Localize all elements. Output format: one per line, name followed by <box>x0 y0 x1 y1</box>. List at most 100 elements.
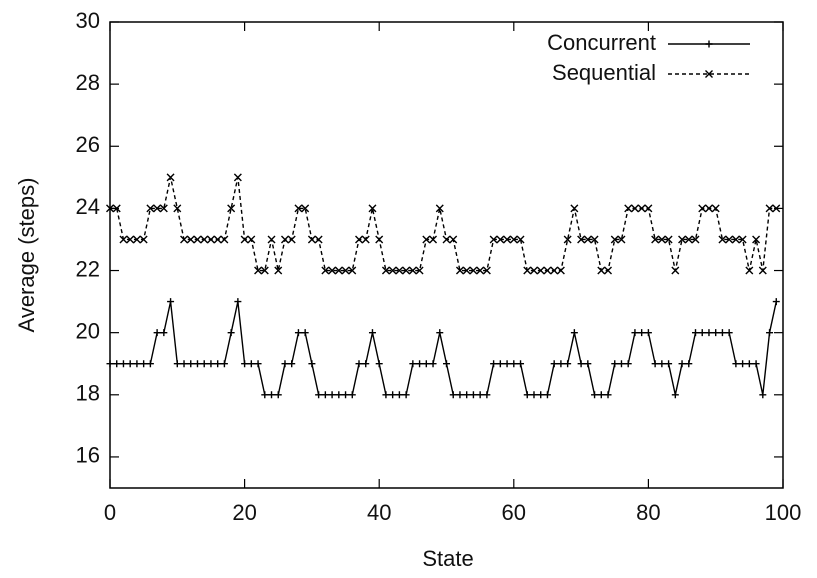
point-marker <box>220 360 228 368</box>
point-marker <box>355 235 364 244</box>
point-marker <box>361 235 370 244</box>
point-marker <box>577 360 585 368</box>
point-marker <box>638 329 646 337</box>
point-marker <box>193 235 202 244</box>
point-marker <box>536 266 545 275</box>
point-marker <box>308 360 316 368</box>
point-marker <box>705 329 713 337</box>
point-marker <box>752 235 761 244</box>
point-marker <box>617 360 625 368</box>
point-marker <box>159 204 168 213</box>
point-marker <box>449 235 458 244</box>
point-marker <box>328 391 336 399</box>
point-marker <box>375 360 383 368</box>
point-marker <box>604 266 613 275</box>
point-marker <box>523 391 531 399</box>
point-marker <box>665 360 673 368</box>
point-marker <box>476 266 485 275</box>
point-marker <box>267 235 276 244</box>
point-marker <box>604 391 612 399</box>
point-marker <box>456 391 464 399</box>
point-marker <box>570 204 579 213</box>
point-marker <box>712 329 720 337</box>
point-marker <box>133 360 141 368</box>
point-marker <box>220 235 229 244</box>
point-marker <box>389 391 397 399</box>
y-tick-label: 20 <box>76 318 100 343</box>
point-marker <box>590 235 599 244</box>
point-marker <box>207 360 215 368</box>
point-marker <box>422 360 430 368</box>
point-marker <box>738 235 747 244</box>
point-marker <box>758 266 767 275</box>
x-tick-label: 100 <box>765 500 802 525</box>
point-marker <box>321 266 330 275</box>
point-marker <box>692 329 700 337</box>
point-marker <box>462 266 471 275</box>
point-marker <box>530 391 538 399</box>
point-marker <box>443 360 450 368</box>
point-marker <box>214 360 222 368</box>
point-marker <box>395 391 403 399</box>
point-marker <box>348 391 356 399</box>
y-tick-label: 16 <box>76 443 100 468</box>
x-axis-label: State <box>422 546 473 571</box>
point-marker <box>429 235 438 244</box>
point-marker <box>523 266 532 275</box>
point-marker <box>644 329 652 337</box>
point-marker <box>651 360 659 368</box>
point-marker <box>186 235 195 244</box>
legend-marker <box>705 70 713 78</box>
point-marker <box>624 204 633 213</box>
x-tick-label: 20 <box>232 500 256 525</box>
point-marker <box>261 391 269 399</box>
point-marker <box>294 204 303 213</box>
point-marker <box>160 329 168 337</box>
point-marker <box>180 235 189 244</box>
point-marker <box>301 329 309 337</box>
point-marker <box>529 266 538 275</box>
point-marker <box>153 329 161 337</box>
point-marker <box>139 235 148 244</box>
point-marker <box>227 204 236 213</box>
point-marker <box>173 360 181 368</box>
point-marker <box>510 360 518 368</box>
point-marker <box>496 235 505 244</box>
point-marker <box>140 360 148 368</box>
point-marker <box>200 360 208 368</box>
point-marker <box>517 360 525 368</box>
point-marker <box>241 360 249 368</box>
legend-label: Concurrent <box>547 30 656 55</box>
point-marker <box>106 204 114 213</box>
point-marker <box>288 360 296 368</box>
point-marker <box>759 391 767 399</box>
point-marker <box>362 360 370 368</box>
point-marker <box>577 235 586 244</box>
point-marker <box>106 360 114 368</box>
point-marker <box>630 204 639 213</box>
point-marker <box>685 360 693 368</box>
point-marker <box>335 391 343 399</box>
point-marker <box>563 235 572 244</box>
point-marker <box>368 204 377 213</box>
x-tick-label: 80 <box>636 500 660 525</box>
point-marker <box>321 391 329 399</box>
point-marker <box>146 360 154 368</box>
point-marker <box>651 235 660 244</box>
point-marker <box>274 391 282 399</box>
point-marker <box>469 391 477 399</box>
point-marker <box>455 266 464 275</box>
point-marker <box>153 204 162 213</box>
point-marker <box>463 391 471 399</box>
point-marker <box>240 235 249 244</box>
point-marker <box>556 266 565 275</box>
point-marker <box>213 235 222 244</box>
point-marker <box>550 360 558 368</box>
point-marker <box>664 235 673 244</box>
point-marker <box>274 266 283 275</box>
point-marker <box>132 235 141 244</box>
point-marker <box>449 391 457 399</box>
point-marker <box>489 235 498 244</box>
point-marker <box>718 329 726 337</box>
